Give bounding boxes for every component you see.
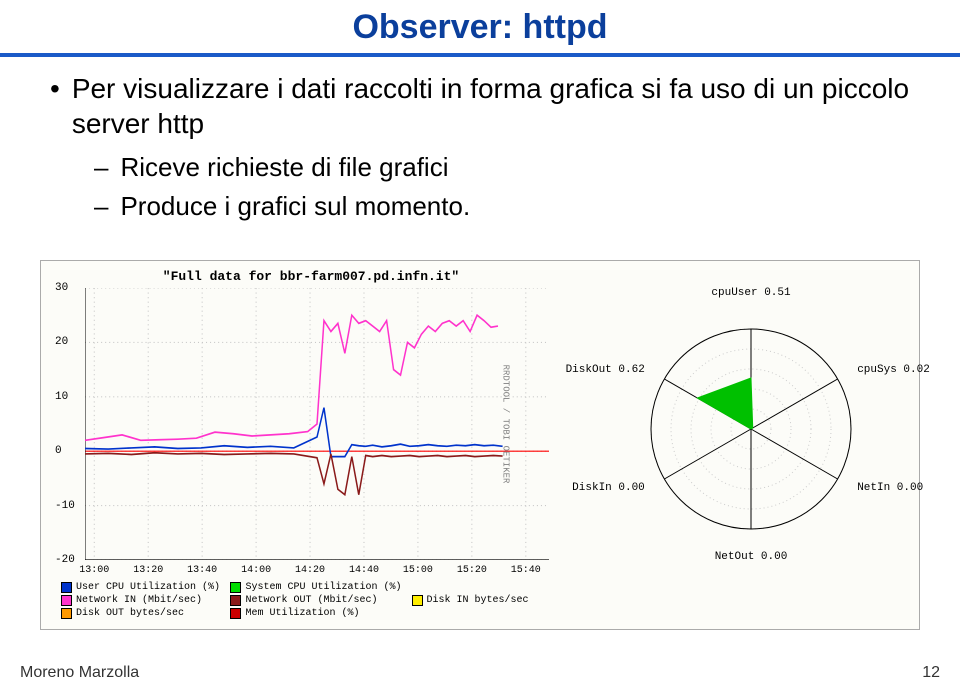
legend-item: System CPU Utilization (%) [230,582,401,593]
legend-swatch [230,595,241,606]
legend-swatch [61,595,72,606]
title-row: Observer: httpd [0,0,960,47]
charts-panel: "Full data for bbr-farm007.pd.infn.it" R… [40,260,920,630]
legend-swatch [412,595,423,606]
line-chart-svg [85,288,549,560]
legend-item: Disk IN bytes/sec [412,595,571,606]
title-rule [0,53,960,57]
footer: Moreno Marzolla 12 [20,664,940,682]
legend-item: Network IN (Mbit/sec) [61,595,220,606]
legend-label: Mem Utilization (%) [245,608,359,619]
x-tick-label: 13:40 [187,565,217,576]
y-tick-label: -10 [55,500,75,512]
x-tick-label: 15:00 [403,565,433,576]
legend-item: Disk OUT bytes/sec [61,608,220,619]
legend-label: Disk IN bytes/sec [427,595,529,606]
bullet-sub-1: – Produce i grafici sul momento. [94,190,920,223]
x-tick-label: 14:00 [241,565,271,576]
y-tick-label: 30 [55,282,68,294]
line-chart-side-label: RRDTOOL / TOBI OETIKER [501,365,511,484]
legend-label: Disk OUT bytes/sec [76,608,184,619]
x-tick-label: 13:20 [133,565,163,576]
y-tick-label: 10 [55,391,68,403]
bullet-dot-icon: • [50,71,60,141]
footer-author: Moreno Marzolla [20,664,139,682]
bullet-sub-0-text: Riceve richieste di file grafici [120,151,448,184]
legend-swatch [230,582,241,593]
legend-item: Network OUT (Mbit/sec) [230,595,401,606]
legend-label: User CPU Utilization (%) [76,582,220,593]
legend-item: Mem Utilization (%) [230,608,401,619]
content: • Per visualizzare i dati raccolti in fo… [0,71,960,222]
y-tick-label: 20 [55,336,68,348]
page-title: Observer: httpd [352,8,607,47]
radar-axis-label: DiskOut 0.62 [566,364,645,376]
radar-axis-label: cpuUser 0.51 [711,287,790,299]
bullet-main-text: Per visualizzare i dati raccolti in form… [72,71,920,141]
y-tick-label: 0 [55,445,62,457]
legend-label: Network IN (Mbit/sec) [76,595,202,606]
legend-item [412,608,571,619]
line-chart-title: "Full data for bbr-farm007.pd.infn.it" [51,269,571,284]
legend-item [412,582,571,593]
legend-label: Network OUT (Mbit/sec) [245,595,377,606]
bullet-sub-0: – Riceve richieste di file grafici [94,151,920,184]
legend-item: User CPU Utilization (%) [61,582,220,593]
legend-label: System CPU Utilization (%) [245,582,401,593]
legend-swatch [61,608,72,619]
bullet-sub-1-text: Produce i grafici sul momento. [120,190,470,223]
line-chart: "Full data for bbr-farm007.pd.infn.it" R… [51,269,571,619]
x-tick-label: 15:40 [511,565,541,576]
radar-axis-label: cpuSys 0.02 [857,364,930,376]
bullet-main: • Per visualizzare i dati raccolti in fo… [50,71,920,141]
radar-chart: cpuUser 0.51cpuSys 0.02NetIn 0.00NetOut … [601,279,901,579]
y-tick-label: -20 [55,554,75,566]
x-tick-label: 13:00 [79,565,109,576]
radar-axis-label: DiskIn 0.00 [572,482,645,494]
radar-axis-label: NetOut 0.00 [715,551,788,563]
bullet-dash-icon: – [94,151,108,184]
line-chart-plot: RRDTOOL / TOBI OETIKER -20-10010203013:0… [85,288,549,560]
x-tick-label: 14:40 [349,565,379,576]
radar-axis-label: NetIn 0.00 [857,482,923,494]
x-tick-label: 15:20 [457,565,487,576]
bullet-dash-icon: – [94,190,108,223]
radar-chart-svg [601,279,901,579]
legend-swatch [61,582,72,593]
footer-page: 12 [922,664,940,682]
legend-swatch [230,608,241,619]
x-tick-label: 14:20 [295,565,325,576]
line-chart-legend: User CPU Utilization (%) System CPU Utili… [61,582,571,619]
